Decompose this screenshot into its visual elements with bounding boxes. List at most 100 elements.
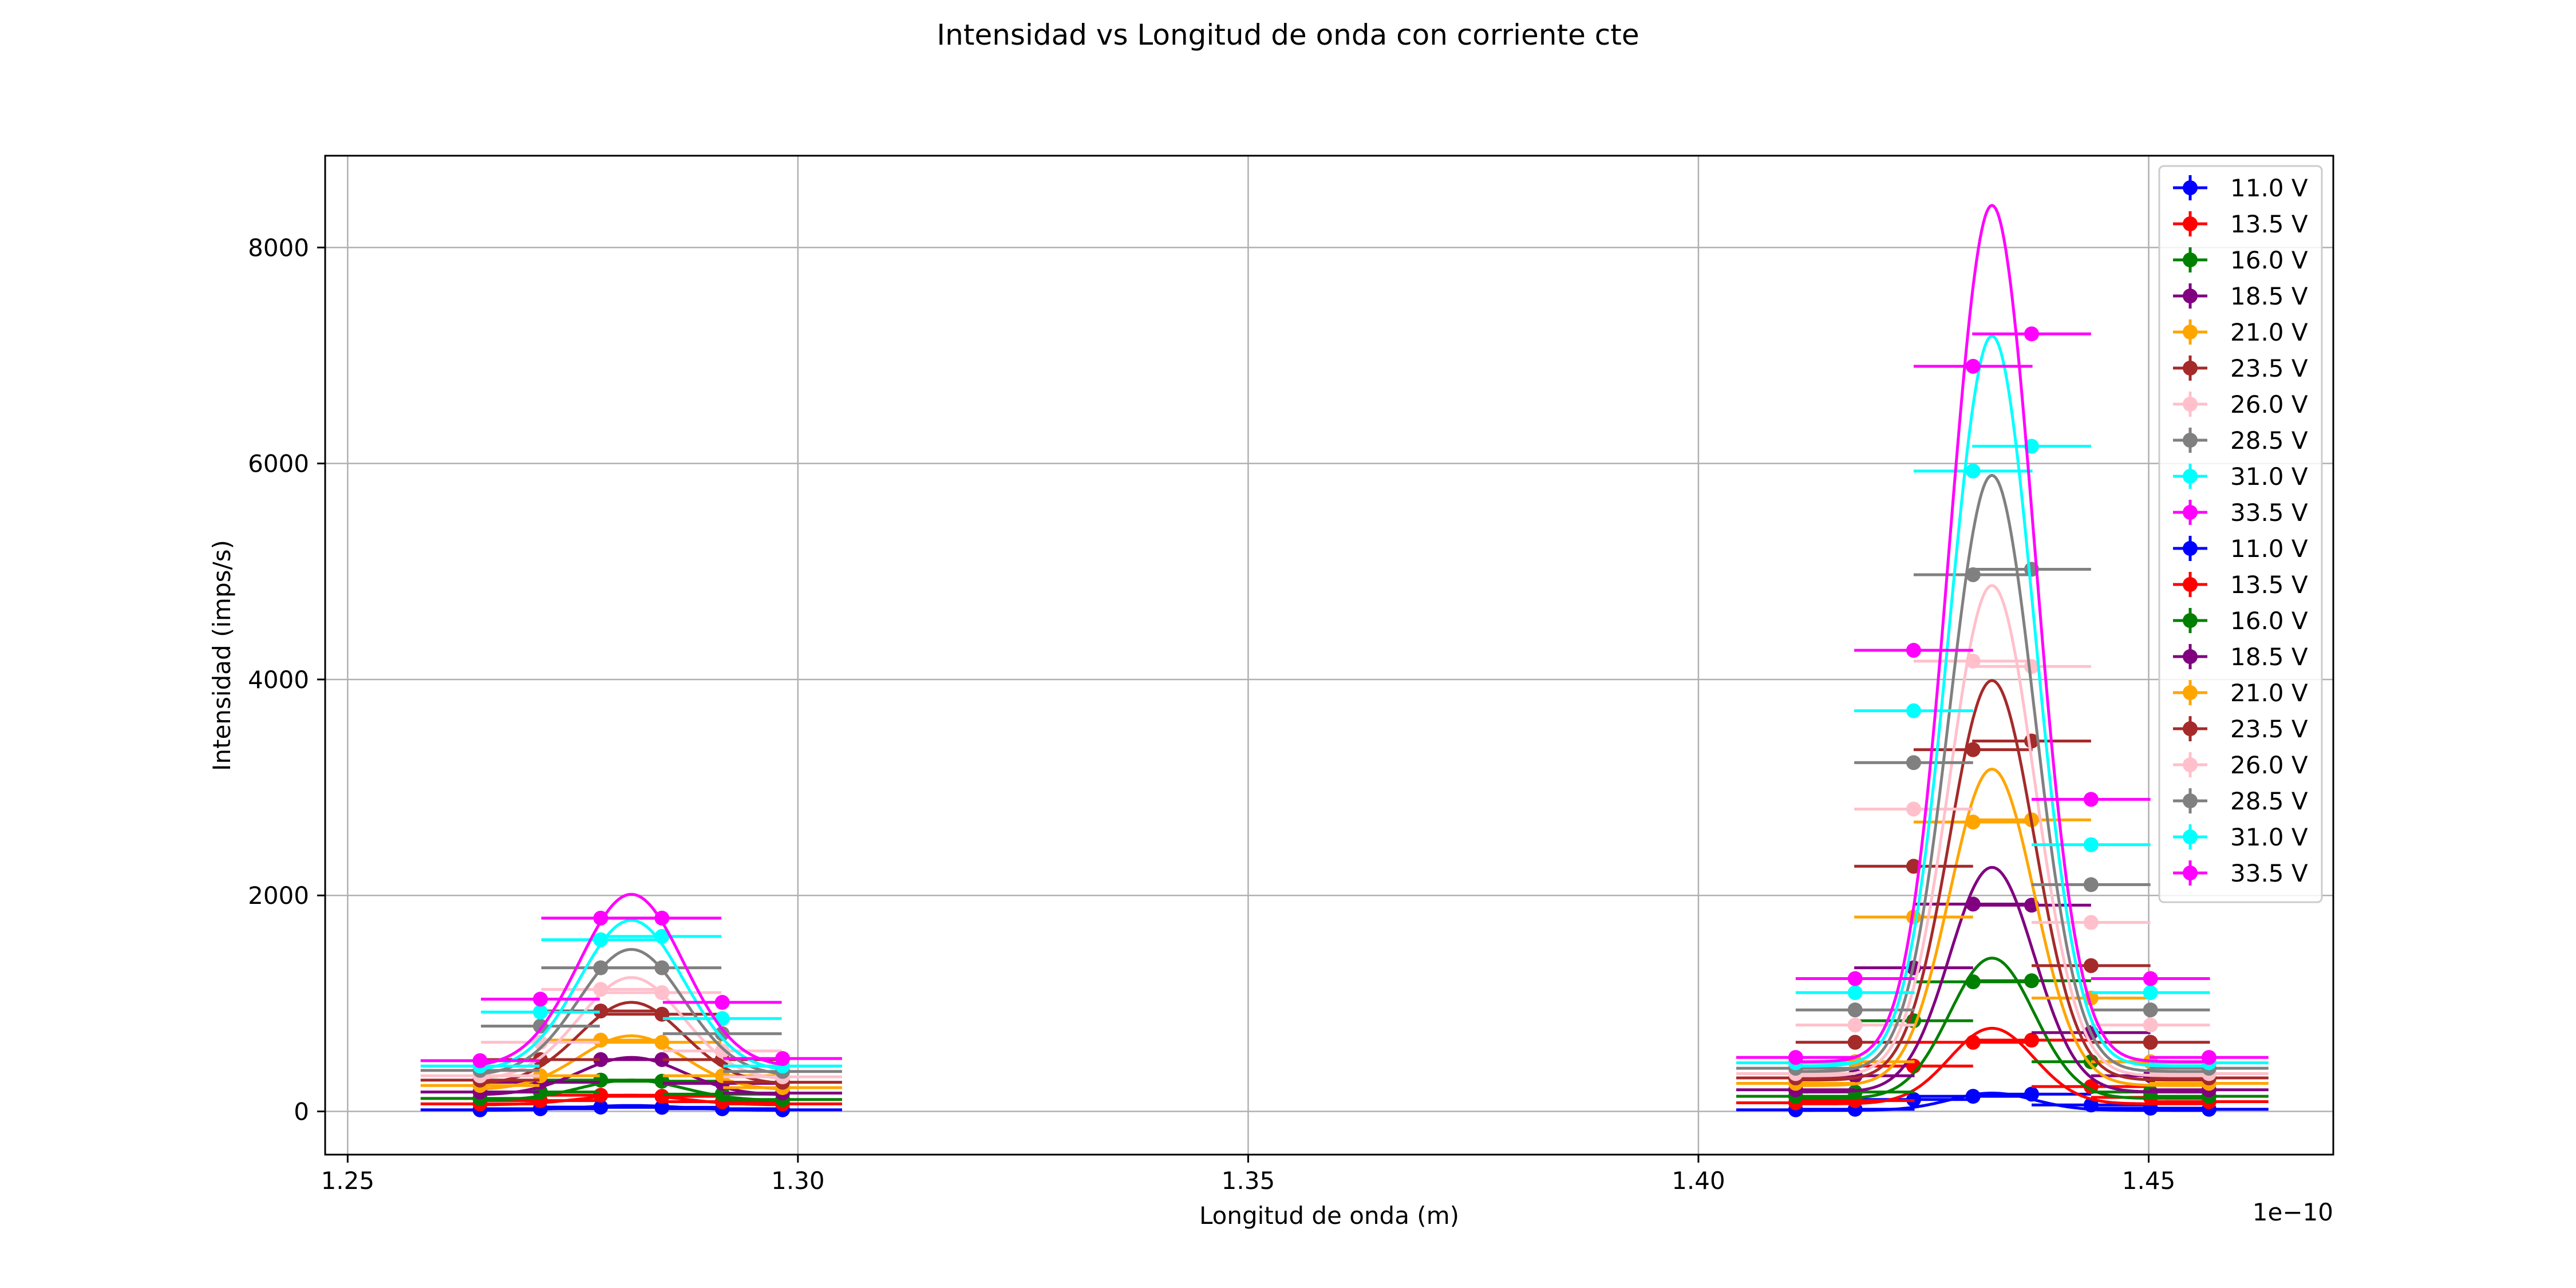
data-point <box>714 1086 730 1102</box>
data-point <box>1906 801 1921 817</box>
legend-marker-dot <box>2183 216 2198 231</box>
data-point <box>654 960 670 975</box>
data-point <box>532 991 548 1007</box>
grid <box>325 156 2333 1155</box>
data-point <box>714 1026 730 1041</box>
legend-marker-dot <box>2183 252 2198 267</box>
data-point <box>1965 463 1981 479</box>
fit-curve <box>1795 1026 2209 1105</box>
x-tick-label: 1.25 <box>321 1167 375 1195</box>
legend-label: 11.0 V <box>2230 535 2308 563</box>
legend-marker-dot <box>2183 469 2198 484</box>
legend-marker-dot <box>2183 361 2198 376</box>
data-point <box>2143 985 2158 1001</box>
legend-marker-dot <box>2183 721 2198 736</box>
data-point <box>2201 1050 2217 1065</box>
legend-marker-dot <box>2183 613 2198 628</box>
series-16-0-V <box>420 957 2269 1107</box>
data-point <box>1906 643 1921 658</box>
legend-marker-dot <box>2183 757 2198 772</box>
fit-curve <box>1795 334 2209 1068</box>
y-tick-label: 0 <box>294 1098 309 1126</box>
legend-label: 11.0 V <box>2230 174 2308 202</box>
fit-curve <box>1795 473 2209 1073</box>
legend-item: 33.5 V <box>2173 859 2308 887</box>
fit-curve <box>480 919 783 1071</box>
data-point <box>2083 837 2099 852</box>
fit-curve <box>1795 204 2209 1064</box>
legend-item: 33.5 V <box>2173 499 2308 527</box>
fit-curve <box>1795 866 2209 1094</box>
legend-item: 26.0 V <box>2173 390 2308 418</box>
legend-item: 23.5 V <box>2173 354 2308 382</box>
data-point <box>1847 971 1863 986</box>
x-tick-label: 1.40 <box>1672 1167 1725 1195</box>
legend-item: 11.0 V <box>2173 535 2308 563</box>
data-point <box>2143 971 2158 986</box>
legend-marker-dot <box>2183 505 2198 520</box>
legend-item: 13.5 V <box>2173 210 2308 238</box>
legend-item: 31.0 V <box>2173 463 2308 491</box>
data-point <box>1847 985 1863 1001</box>
data-point <box>1965 1034 1981 1050</box>
legend-item: 16.0 V <box>2173 246 2308 274</box>
data-point <box>1847 1034 1863 1050</box>
data-point <box>2024 1086 2040 1102</box>
data-point <box>1906 755 1921 771</box>
data-point <box>1965 742 1981 757</box>
legend-label: 26.0 V <box>2230 390 2308 418</box>
legend-marker-dot <box>2183 180 2198 195</box>
fit-curve <box>480 948 783 1076</box>
data-point <box>1965 653 1981 669</box>
data-point <box>593 1033 609 1048</box>
y-tick-label: 8000 <box>248 234 309 262</box>
legend-label: 33.5 V <box>2230 859 2308 887</box>
legend-label: 18.5 V <box>2230 282 2308 310</box>
legend-marker-dot <box>2183 866 2198 880</box>
legend-item: 13.5 V <box>2173 571 2308 599</box>
data-point <box>654 1052 670 1067</box>
legend-item: 16.0 V <box>2173 607 2308 635</box>
legend-label: 23.5 V <box>2230 715 2308 743</box>
legend-item: 28.5 V <box>2173 426 2308 455</box>
legend-label: 13.5 V <box>2230 571 2308 599</box>
data-point <box>2083 877 2099 892</box>
fit-curve <box>1795 679 2209 1082</box>
legend-label: 31.0 V <box>2230 823 2308 851</box>
data-point <box>593 1099 609 1115</box>
legend-marker-dot <box>2183 685 2198 700</box>
data-point <box>2083 958 2099 973</box>
legend-label: 18.5 V <box>2230 643 2308 671</box>
legend-item: 28.5 V <box>2173 787 2308 815</box>
x-axis: 1.25 1.30 1.35 1.40 1.45 <box>321 1155 2176 1195</box>
data-point <box>2024 1033 2040 1048</box>
y-tick-label: 2000 <box>248 882 309 910</box>
legend-item: 18.5 V <box>2173 282 2308 310</box>
data-point <box>1965 358 1981 374</box>
data-point <box>654 985 670 1001</box>
legend-label: 31.0 V <box>2230 463 2308 491</box>
y-axis: 0 2000 4000 6000 8000 <box>248 234 325 1126</box>
data-point <box>593 1052 609 1067</box>
legend-label: 23.5 V <box>2230 354 2308 382</box>
legend: 11.0 V 13.5 V 16.0 V 18.5 V 21.0 V 23.5 V 26.0… <box>2158 165 2323 903</box>
y-axis-label: Intensidad (imps/s) <box>208 540 236 771</box>
legend-label: 16.0 V <box>2230 607 2308 635</box>
data-point <box>654 929 670 944</box>
fit-curve <box>1795 767 2209 1087</box>
legend-label: 21.0 V <box>2230 318 2308 346</box>
y-tick-label: 4000 <box>248 666 309 694</box>
data-point <box>472 1053 488 1068</box>
data-point <box>775 1051 791 1066</box>
data-point <box>1847 1017 1863 1033</box>
legend-item: 26.0 V <box>2173 751 2308 779</box>
legend-marker-dot <box>2183 577 2198 592</box>
data-point <box>714 1043 730 1058</box>
series-33-5-V <box>420 204 2269 1068</box>
x-tick-label: 1.45 <box>2122 1167 2176 1195</box>
data-point <box>1965 567 1981 582</box>
data-point <box>654 1073 670 1089</box>
axes-frame <box>324 155 2334 1156</box>
data-point <box>2083 792 2099 807</box>
chart-title: Intensidad vs Longitud de onda con corri… <box>937 18 1639 52</box>
